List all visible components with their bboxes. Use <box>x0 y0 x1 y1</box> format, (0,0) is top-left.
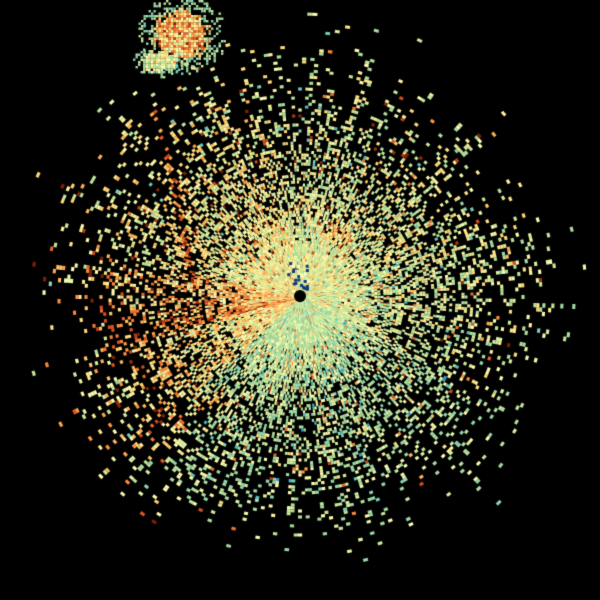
radar-ppi-image <box>0 0 600 600</box>
radar-scan-container <box>0 0 600 600</box>
